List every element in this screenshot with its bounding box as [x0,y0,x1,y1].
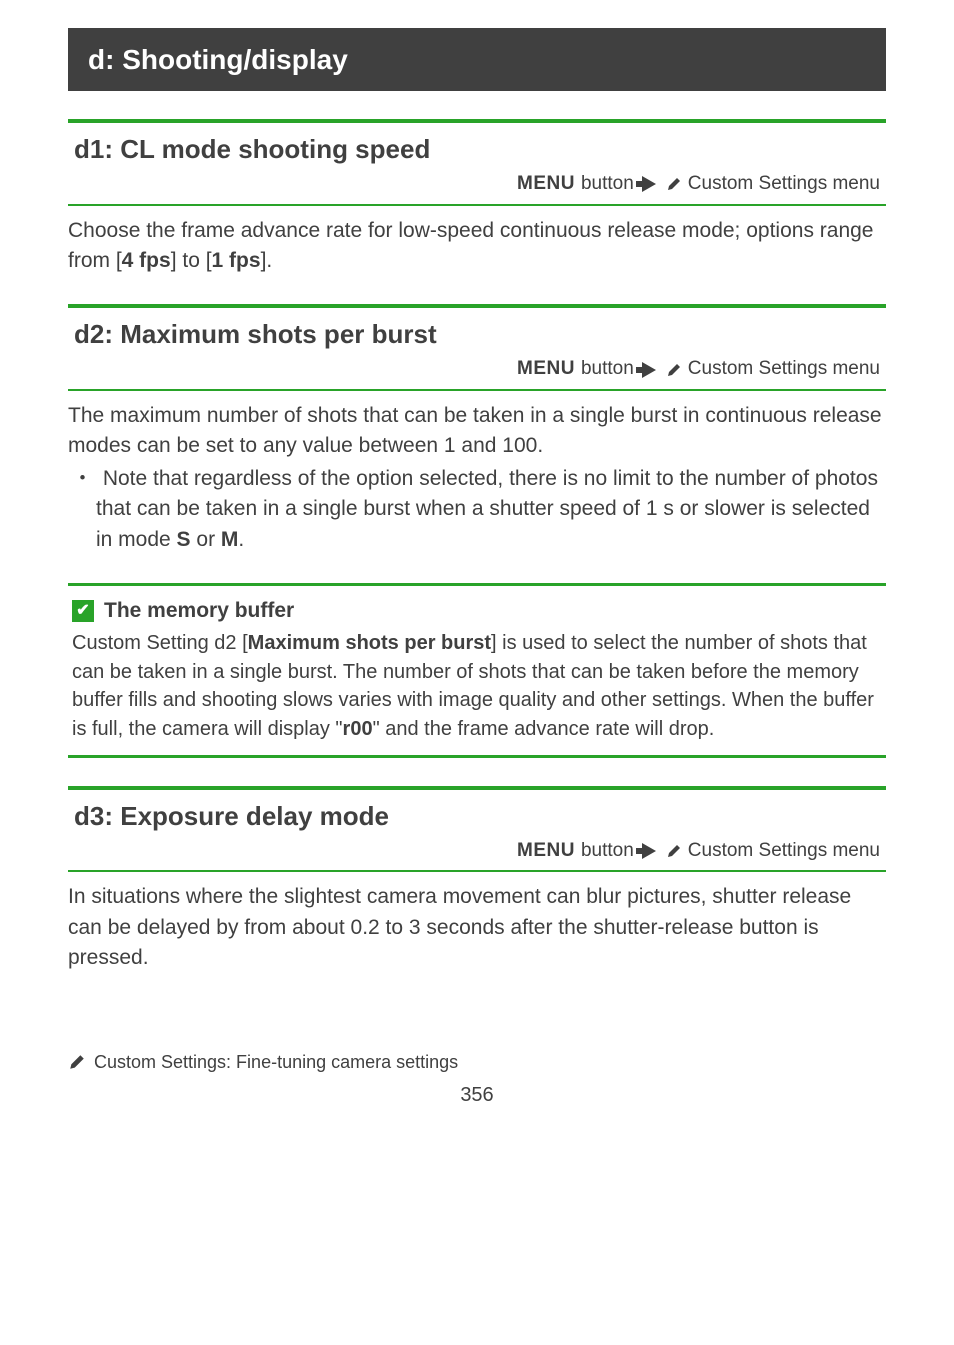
pencil-icon [666,176,682,192]
section-title: d: Shooting/display [88,44,348,75]
list-item: Note that regardless of the option selec… [96,464,886,555]
section-header-bar: d: Shooting/display [68,28,886,91]
topic-d3: d3: Exposure delay mode MENU button Cust… [68,786,886,974]
callout-title-row: ✔ The memory buffer [72,596,882,625]
bold-value: 1 fps [212,249,261,272]
bold-mode: M [221,528,239,551]
callout-title: The memory buffer [104,596,294,625]
callout-body: Custom Setting d2 [Maximum shots per bur… [72,629,882,743]
arrow-right-icon [642,176,656,192]
breadcrumb: MENU button Custom Settings menu [517,356,880,383]
bold-value: 4 fps [122,249,171,272]
page-number: 356 [68,1081,886,1109]
bold-mode: S [177,528,191,551]
pencil-icon [666,362,682,378]
topic-bullet-list: Note that regardless of the option selec… [68,464,886,555]
topic-body: Choose the frame advance rate for low-sp… [68,216,886,277]
callout-memory-buffer: ✔ The memory buffer Custom Setting d2 [M… [68,583,886,758]
topic-d1: d1: CL mode shooting speed MENU button C… [68,119,886,276]
menu-glyph: MENU [517,356,575,383]
check-badge-icon: ✔ [72,600,94,622]
topic-title-bar: d3: Exposure delay mode MENU button Cust… [68,786,886,872]
topic-title-bar: d2: Maximum shots per burst MENU button … [68,304,886,390]
breadcrumb-tail: Custom Settings menu [688,838,880,865]
breadcrumb-tail: Custom Settings menu [688,356,880,383]
arrow-right-icon [642,362,656,378]
topic-title-bar: d1: CL mode shooting speed MENU button C… [68,119,886,205]
topic-title: d1: CL mode shooting speed [74,131,880,167]
footer-text: Custom Settings: Fine-tuning camera sett… [94,1050,458,1075]
breadcrumb: MENU button Custom Settings menu [517,838,880,865]
footer-breadcrumb: Custom Settings: Fine-tuning camera sett… [68,1050,886,1075]
pencil-icon [68,1053,86,1071]
breadcrumb-button-word: button [581,838,634,865]
topic-title: d3: Exposure delay mode [74,798,880,834]
topic-body: In situations where the slightest camera… [68,882,886,973]
pencil-icon [666,843,682,859]
breadcrumb-tail: Custom Settings menu [688,171,880,198]
arrow-right-icon [642,843,656,859]
bold-code: r00 [343,718,373,740]
menu-glyph: MENU [517,838,575,865]
topic-body: The maximum number of shots that can be … [68,401,886,462]
bold-term: Maximum shots per burst [248,632,491,654]
menu-glyph: MENU [517,171,575,198]
topic-d2: d2: Maximum shots per burst MENU button … [68,304,886,555]
breadcrumb-button-word: button [581,171,634,198]
breadcrumb-button-word: button [581,356,634,383]
topic-title: d2: Maximum shots per burst [74,316,880,352]
breadcrumb: MENU button Custom Settings menu [517,171,880,198]
